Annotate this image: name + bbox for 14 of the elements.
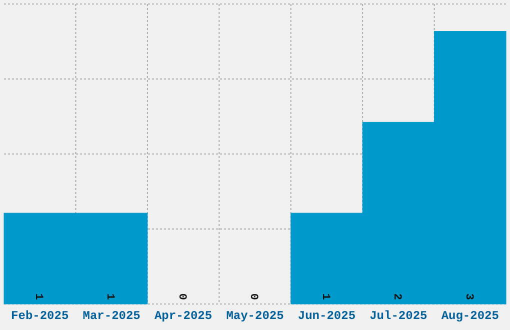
x-tick-label: May-2025 <box>226 309 284 323</box>
data-label: 2 <box>390 293 403 300</box>
data-label: 3 <box>462 293 474 300</box>
data-label: 1 <box>32 293 44 300</box>
x-tick-label: Aug-2025 <box>441 309 499 323</box>
x-tick-label: Feb-2025 <box>11 309 69 323</box>
x-tick-label: Jul-2025 <box>370 309 428 323</box>
data-label: 1 <box>104 293 116 300</box>
data-label: 0 <box>247 293 260 300</box>
x-tick-label: Mar-2025 <box>82 309 140 323</box>
data-label: 1 <box>318 293 331 300</box>
x-tick-label: Jun-2025 <box>298 309 356 323</box>
x-tick-label: Apr-2025 <box>154 309 212 323</box>
data-label: 0 <box>175 293 188 300</box>
